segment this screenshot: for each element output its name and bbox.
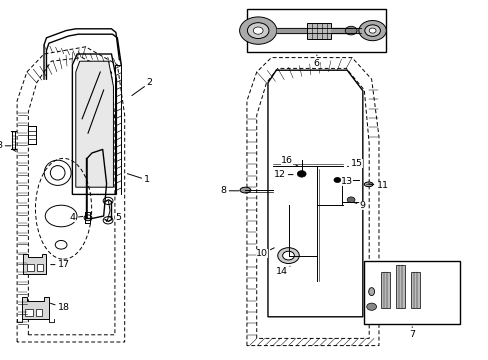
Text: 16: 16 xyxy=(281,156,297,166)
Text: 17: 17 xyxy=(51,260,70,269)
Text: 7: 7 xyxy=(408,327,414,339)
Bar xyxy=(37,264,42,271)
Bar xyxy=(395,265,404,308)
Polygon shape xyxy=(22,297,49,319)
Circle shape xyxy=(345,26,356,35)
Text: 13: 13 xyxy=(337,177,353,186)
Circle shape xyxy=(358,21,386,41)
Circle shape xyxy=(346,197,354,203)
Bar xyxy=(27,264,34,271)
Ellipse shape xyxy=(240,187,250,193)
Circle shape xyxy=(282,251,294,260)
Text: 15: 15 xyxy=(346,159,363,168)
Text: 18: 18 xyxy=(50,303,70,312)
Text: 3: 3 xyxy=(0,141,11,150)
Circle shape xyxy=(247,23,268,39)
Text: 10: 10 xyxy=(255,248,274,258)
Circle shape xyxy=(103,197,113,204)
Bar xyxy=(410,272,419,308)
Text: 2: 2 xyxy=(132,78,152,96)
Circle shape xyxy=(368,28,375,33)
Bar xyxy=(306,23,330,39)
Polygon shape xyxy=(76,61,113,187)
Circle shape xyxy=(366,303,376,310)
Circle shape xyxy=(239,17,276,44)
Text: 12: 12 xyxy=(273,170,292,179)
Text: 8: 8 xyxy=(220,186,239,195)
Text: 14: 14 xyxy=(275,266,289,276)
Text: 5: 5 xyxy=(108,213,121,222)
Text: 9: 9 xyxy=(353,201,365,210)
Bar xyxy=(364,261,459,324)
Circle shape xyxy=(277,248,299,264)
Circle shape xyxy=(103,217,113,224)
Circle shape xyxy=(297,171,305,177)
Text: 4: 4 xyxy=(70,213,82,222)
Circle shape xyxy=(84,215,92,221)
Ellipse shape xyxy=(364,182,372,186)
Circle shape xyxy=(253,27,263,34)
Polygon shape xyxy=(23,254,46,274)
Bar xyxy=(381,272,389,308)
Bar xyxy=(25,309,33,316)
Bar xyxy=(36,309,42,316)
Ellipse shape xyxy=(368,288,374,296)
Text: 6: 6 xyxy=(313,55,319,68)
Circle shape xyxy=(333,177,340,183)
Text: 11: 11 xyxy=(368,181,388,190)
Text: 1: 1 xyxy=(127,174,150,184)
Circle shape xyxy=(364,25,380,36)
Bar xyxy=(246,9,386,52)
